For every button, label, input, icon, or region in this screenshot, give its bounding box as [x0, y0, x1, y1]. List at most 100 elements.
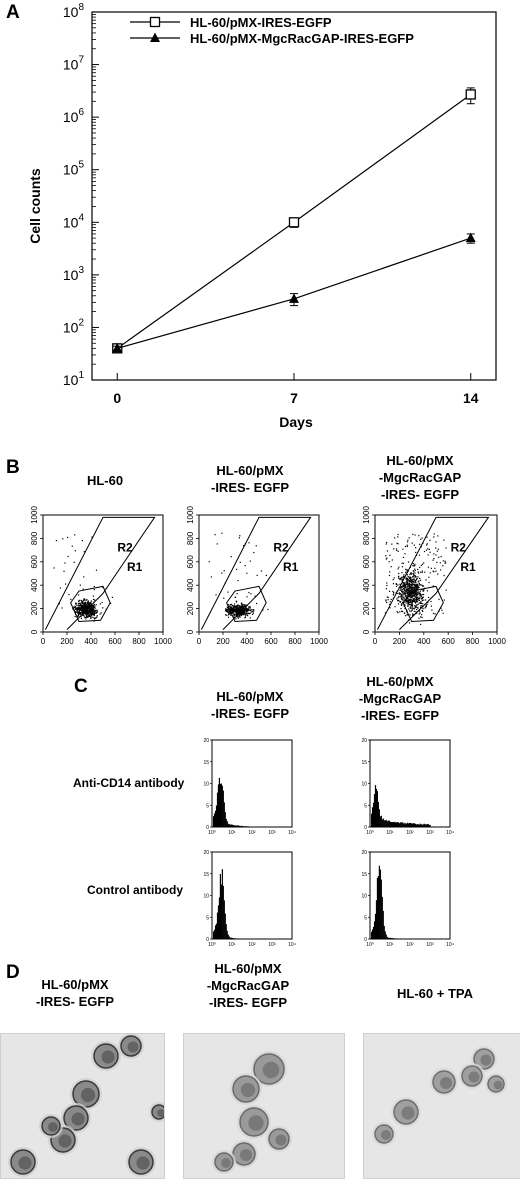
event-dot — [239, 612, 241, 615]
event-dot — [385, 588, 387, 590]
event-dot — [441, 609, 443, 611]
event-dot — [412, 600, 414, 603]
event-dot — [408, 601, 410, 603]
event-dot — [90, 606, 92, 608]
event-dot — [416, 583, 418, 585]
histogram-bar — [213, 931, 215, 939]
histogram-bar — [230, 937, 232, 939]
event-dot — [412, 570, 414, 572]
event-dot — [239, 561, 241, 563]
event-dot — [93, 614, 95, 616]
event-dot — [405, 600, 407, 602]
event-dot — [78, 600, 80, 602]
x-tick-label: 800 — [466, 637, 480, 646]
event-dot — [407, 585, 409, 587]
event-dot — [405, 587, 407, 589]
event-dot — [435, 547, 437, 549]
event-dot — [401, 596, 403, 598]
event-dot — [91, 609, 93, 612]
event-dot — [92, 616, 94, 619]
event-dot — [411, 542, 413, 544]
event-dot — [79, 609, 82, 611]
event-dot — [410, 610, 412, 612]
event-dot — [394, 606, 396, 608]
event-dot — [412, 563, 414, 565]
event-dot — [413, 595, 415, 597]
x-tick-label: 10² — [248, 830, 256, 836]
histogram-bar — [408, 823, 410, 827]
event-dot — [401, 603, 403, 605]
event-dot — [90, 613, 93, 615]
event-dot — [223, 570, 225, 572]
event-dot — [436, 561, 438, 564]
event-dot — [409, 580, 411, 582]
event-dot — [413, 575, 415, 577]
event-dot — [240, 610, 242, 612]
event-dot — [96, 615, 98, 617]
event-dot — [412, 586, 414, 588]
event-dot — [82, 588, 84, 590]
x-tick-label: 600 — [108, 637, 122, 646]
x-tick-label: 400 — [84, 637, 98, 646]
event-dot — [90, 614, 92, 616]
event-dot — [391, 559, 393, 561]
event-dot — [411, 599, 413, 601]
event-dot — [74, 550, 76, 552]
histogram-bar — [393, 938, 395, 939]
event-dot — [81, 608, 83, 610]
event-dot — [390, 566, 392, 568]
event-dot — [413, 574, 415, 576]
event-dot — [412, 575, 414, 578]
event-dot — [235, 618, 237, 620]
event-dot — [410, 596, 412, 598]
event-dot — [406, 599, 408, 601]
event-dot — [87, 601, 89, 603]
event-dot — [109, 602, 112, 605]
event-dot — [413, 592, 415, 594]
event-dot — [216, 543, 218, 545]
event-dot — [433, 533, 435, 535]
event-dot — [93, 611, 96, 613]
event-dot — [413, 583, 415, 585]
event-dot — [407, 600, 409, 602]
event-dot — [91, 613, 93, 615]
event-dot — [404, 586, 406, 588]
event-dot — [225, 610, 227, 612]
event-dot — [414, 585, 416, 587]
histogram-bar — [371, 931, 373, 939]
event-dot — [82, 614, 84, 617]
event-dot — [386, 584, 388, 587]
histogram-bar — [407, 822, 409, 827]
histogram-bar — [388, 937, 390, 939]
event-dot — [87, 616, 89, 618]
histogram-bar — [234, 825, 236, 827]
event-dot — [405, 568, 407, 570]
event-dot — [432, 585, 434, 587]
event-dot — [408, 599, 410, 602]
event-dot — [251, 609, 253, 611]
event-dot — [406, 600, 408, 602]
event-dot — [89, 603, 91, 605]
event-dot — [401, 601, 404, 603]
event-dot — [403, 597, 405, 599]
event-dot — [95, 617, 97, 619]
event-dot — [408, 576, 410, 579]
event-dot — [401, 594, 403, 596]
event-dot — [227, 591, 229, 593]
event-dot — [83, 607, 85, 609]
event-dot — [438, 598, 440, 601]
event-dot — [418, 582, 420, 585]
event-dot — [428, 548, 430, 550]
histogram-bar — [381, 896, 383, 939]
event-dot — [86, 610, 88, 612]
event-dot — [415, 597, 418, 599]
histogram-bar — [221, 785, 223, 827]
event-dot — [416, 578, 418, 580]
event-dot — [402, 596, 405, 598]
event-dot — [403, 574, 405, 576]
histogram-bar — [223, 900, 225, 939]
x-tick-label: 400 — [240, 637, 254, 646]
event-dot — [415, 596, 417, 598]
histogram-bar — [217, 784, 220, 827]
event-dot — [395, 583, 398, 585]
